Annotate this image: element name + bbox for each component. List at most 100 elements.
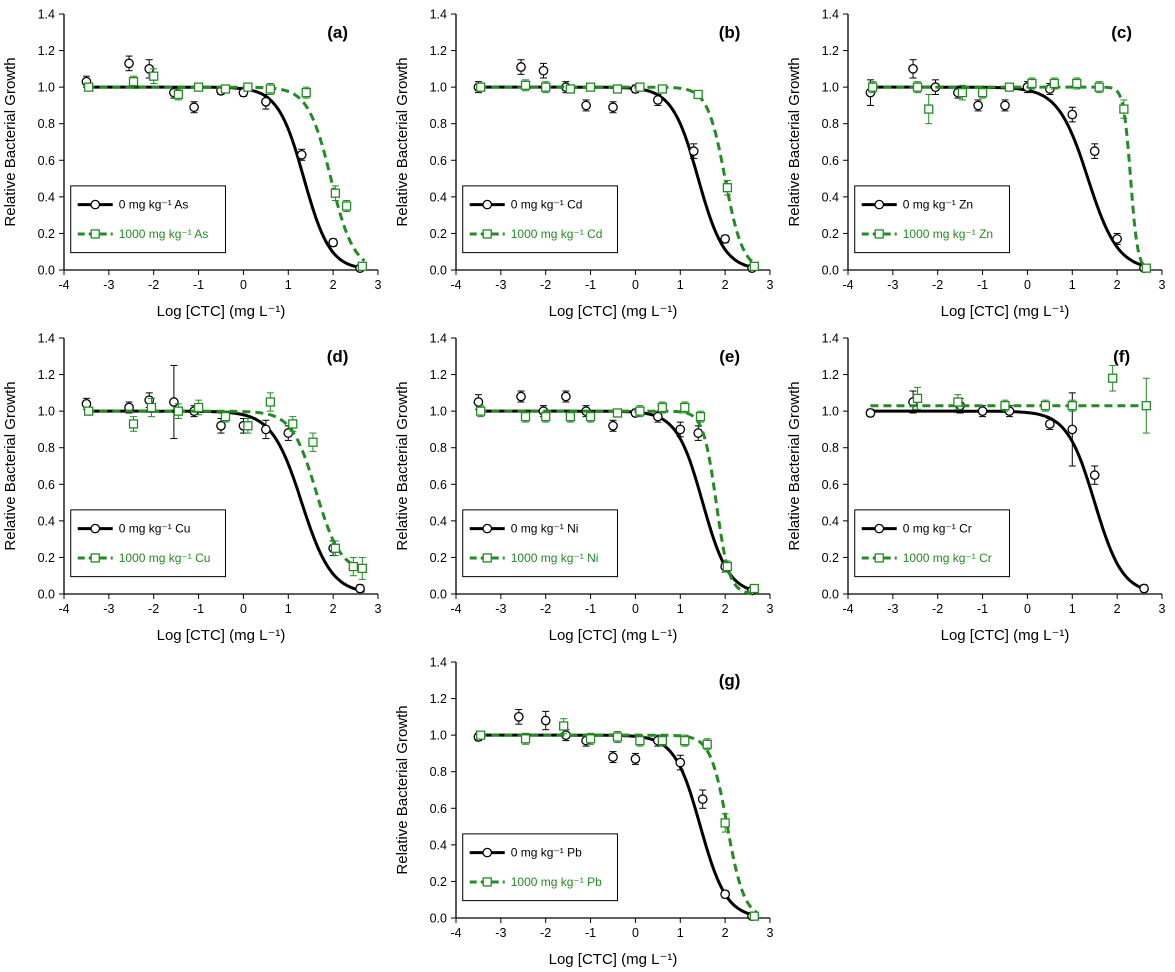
svg-text:-1: -1 — [585, 278, 596, 292]
data-point — [680, 402, 690, 413]
data-point — [865, 408, 876, 418]
data-point — [124, 58, 134, 69]
svg-text:1.2: 1.2 — [38, 44, 55, 58]
svg-text:0.0: 0.0 — [38, 588, 55, 602]
svg-text:-1: -1 — [193, 278, 204, 292]
svg-text:1: 1 — [285, 278, 292, 292]
axes — [451, 661, 771, 923]
data-point — [581, 100, 591, 111]
x-axis-label: Log [CTC] (mg L⁻¹) — [157, 627, 286, 644]
svg-text:0.4: 0.4 — [38, 190, 55, 204]
data-point — [541, 82, 551, 92]
svg-text:0.0: 0.0 — [822, 264, 839, 278]
data-point — [977, 87, 988, 98]
data-point — [538, 65, 549, 76]
data-point — [84, 406, 94, 416]
legend: 0 mg kg⁻¹ Cu 1000 mg kg⁻¹ Cu — [70, 509, 226, 578]
svg-text:1.4: 1.4 — [430, 8, 447, 22]
series-treatment — [870, 364, 1151, 434]
legend-label: 1000 mg kg⁻¹ Zn — [903, 227, 993, 241]
svg-text:-1: -1 — [585, 602, 596, 616]
y-axis-label: Relative Bacterial Growth — [394, 381, 411, 550]
data-point — [722, 183, 733, 193]
svg-text:1.4: 1.4 — [430, 332, 447, 346]
svg-text:1.2: 1.2 — [822, 44, 839, 58]
svg-text:3: 3 — [1159, 278, 1166, 292]
svg-text:2: 2 — [330, 278, 337, 292]
panel-a: -4 -3 -2 -1 0 1 2 3 0.0 0.2 0.4 0.6 0.8 1.0 1.2 1.4 Log … — [0, 0, 392, 324]
legend-label: 0 mg kg⁻¹ Zn — [903, 198, 973, 212]
svg-text:2: 2 — [722, 602, 729, 616]
chart-cd: -4 -3 -2 -1 0 1 2 3 0.0 0.2 0.4 0.6 0.8 1.0 1.2 1.4 Log … — [394, 8, 774, 321]
svg-text:-2: -2 — [148, 602, 159, 616]
svg-text:-1: -1 — [977, 602, 988, 616]
data-point — [520, 80, 531, 90]
data-point — [912, 82, 923, 92]
data-point — [1112, 234, 1122, 244]
svg-text:0.2: 0.2 — [822, 551, 839, 565]
axes — [843, 337, 1163, 599]
data-point — [912, 393, 923, 403]
svg-text:1.4: 1.4 — [822, 332, 839, 346]
svg-text:0.2: 0.2 — [822, 227, 839, 241]
svg-text:0.4: 0.4 — [430, 190, 447, 204]
svg-text:-3: -3 — [887, 278, 898, 292]
axes — [451, 13, 771, 275]
data-point — [653, 411, 663, 422]
data-point — [693, 89, 703, 100]
legend-label: 0 mg kg⁻¹ Cr — [903, 522, 972, 536]
data-point — [476, 82, 486, 92]
svg-text:-4: -4 — [58, 278, 69, 292]
data-point — [565, 84, 576, 94]
data-point — [697, 794, 708, 804]
spacer-bottom-right — [784, 648, 1175, 972]
data-point — [924, 104, 934, 114]
axes — [451, 337, 771, 599]
data-point — [1004, 82, 1015, 92]
legend-label: 0 mg kg⁻¹ Cu — [119, 522, 191, 536]
data-point — [630, 754, 641, 764]
chart-cr: -4 -3 -2 -1 0 1 2 3 0.0 0.2 0.4 0.6 0.8 1.0 1.2 1.4 Log … — [786, 332, 1166, 645]
data-point — [561, 391, 571, 402]
data-point — [635, 82, 645, 92]
legend: 0 mg kg⁻¹ Cd 1000 mg kg⁻¹ Cd — [462, 185, 618, 254]
data-point — [128, 419, 139, 429]
svg-text:0.0: 0.0 — [38, 264, 55, 278]
data-point — [585, 734, 596, 744]
data-point — [1089, 470, 1100, 480]
svg-text:-1: -1 — [977, 278, 988, 292]
data-point — [1067, 109, 1078, 120]
svg-text:-3: -3 — [103, 602, 114, 616]
data-point — [149, 71, 159, 81]
svg-text:0: 0 — [1024, 278, 1031, 292]
data-point — [516, 62, 526, 72]
svg-text:-2: -2 — [540, 602, 551, 616]
x-axis-label: Log [CTC] (mg L⁻¹) — [941, 627, 1070, 644]
data-point — [868, 82, 878, 92]
svg-text:1: 1 — [1069, 602, 1076, 616]
svg-text:1.2: 1.2 — [38, 368, 55, 382]
axes — [59, 337, 379, 599]
legend-label: 1000 mg kg⁻¹ Cu — [119, 551, 211, 565]
data-point — [216, 420, 226, 431]
legend-label: 1000 mg kg⁻¹ Cr — [903, 551, 992, 565]
svg-text:0.6: 0.6 — [430, 154, 447, 168]
svg-text:1.4: 1.4 — [38, 332, 55, 346]
svg-text:1.0: 1.0 — [38, 405, 55, 419]
series-treatment — [476, 79, 759, 271]
tick-labels: -4 -3 -2 -1 0 1 2 3 0.0 0.2 0.4 0.6 0.8 1.0 1.2 1.4 — [822, 332, 1166, 617]
data-point — [357, 563, 367, 574]
svg-text:1.0: 1.0 — [822, 405, 839, 419]
svg-text:0.6: 0.6 — [38, 154, 55, 168]
data-point — [585, 82, 596, 92]
data-point — [1094, 82, 1104, 92]
data-point — [330, 188, 341, 198]
y-axis-label: Relative Bacterial Growth — [394, 705, 411, 874]
svg-text:-4: -4 — [842, 602, 853, 616]
svg-text:-2: -2 — [932, 602, 943, 616]
panel-label: (b) — [719, 23, 741, 42]
data-point — [612, 84, 623, 94]
svg-text:2: 2 — [1114, 602, 1121, 616]
svg-text:1.4: 1.4 — [430, 656, 447, 670]
svg-text:0: 0 — [240, 278, 247, 292]
